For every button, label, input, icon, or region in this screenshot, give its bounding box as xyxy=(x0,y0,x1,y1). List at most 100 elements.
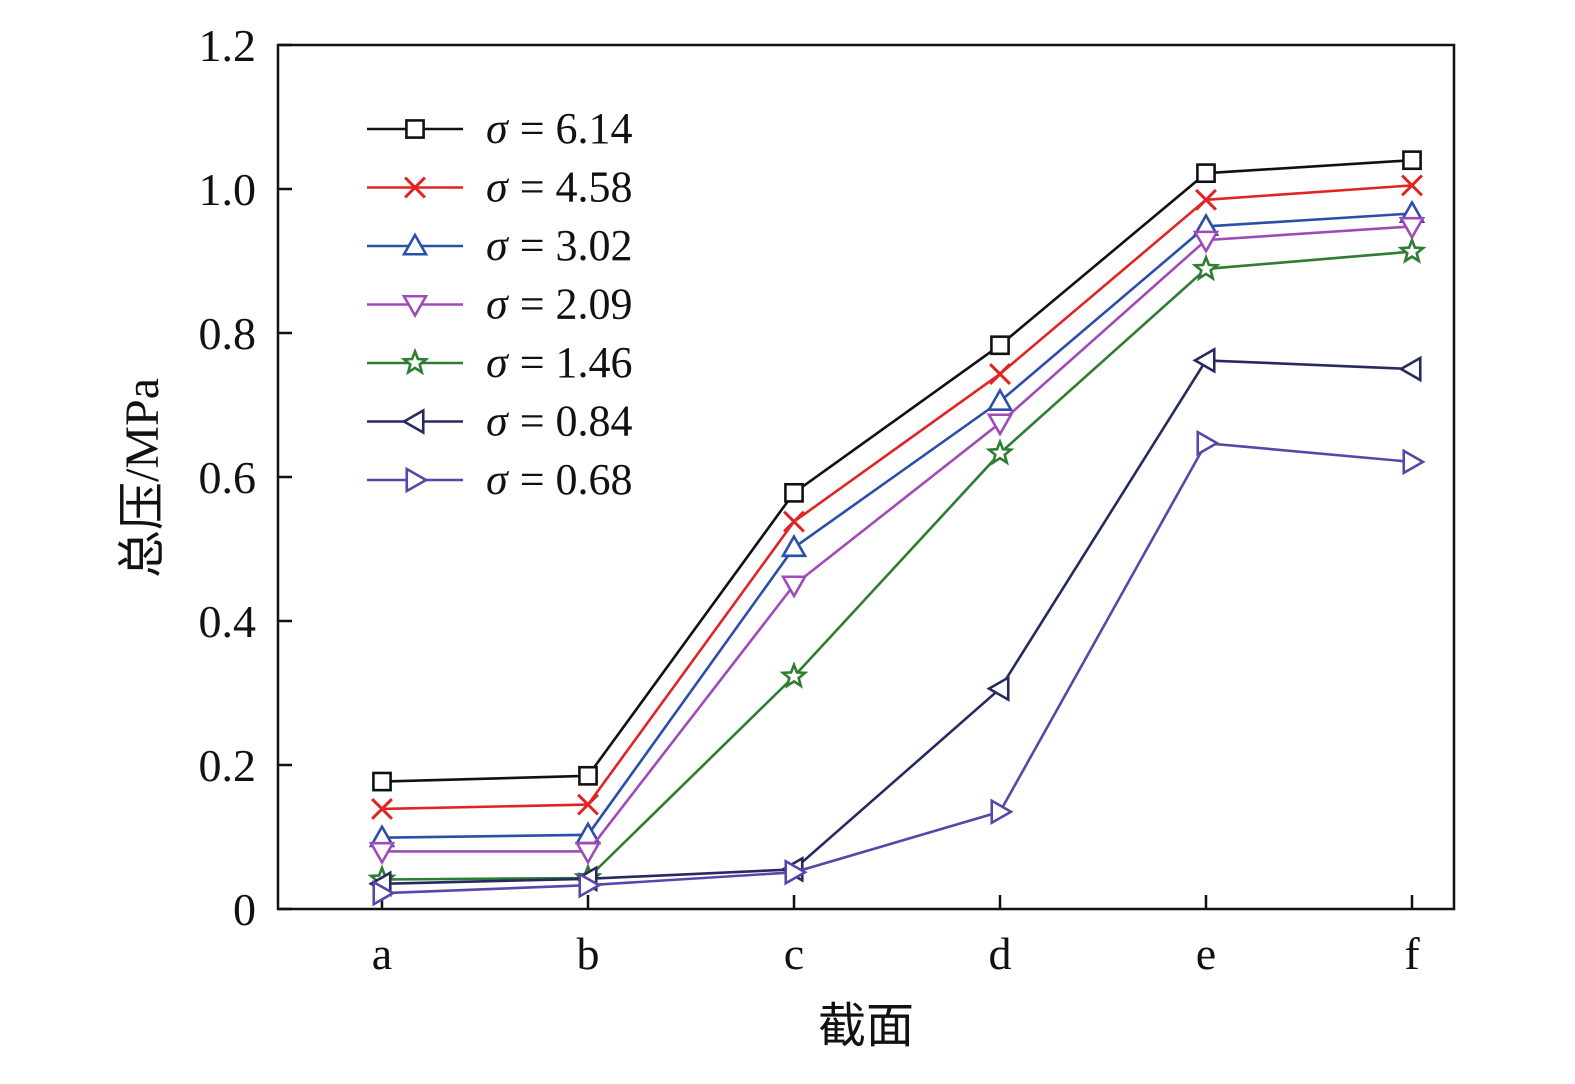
series-line xyxy=(382,225,1413,853)
triangle-down-marker xyxy=(1398,216,1426,241)
x-marker xyxy=(783,510,805,533)
y-tick-label: 0.8 xyxy=(199,308,257,359)
star-marker xyxy=(1191,253,1221,282)
legend-item: σ = 2.09 xyxy=(367,280,633,329)
x-tick-label: f xyxy=(1404,928,1420,979)
legend-value: = 0.68 xyxy=(520,455,633,504)
y-tick-label: 1.2 xyxy=(199,20,257,71)
x-tick-label: c xyxy=(784,928,804,979)
triangle-down-marker xyxy=(1192,230,1220,254)
triangle-up-marker xyxy=(986,387,1014,411)
series-3 xyxy=(368,216,1426,866)
series-line xyxy=(381,184,1413,811)
triangle-right-marker xyxy=(1196,429,1220,457)
legend-value: = 4.58 xyxy=(520,163,633,212)
legend-symbol: σ xyxy=(486,397,510,446)
series-6 xyxy=(372,429,1426,907)
star-marker xyxy=(400,347,430,376)
triangle-down-marker xyxy=(780,575,808,599)
legend-value: = 2.09 xyxy=(520,280,633,329)
legend-label: σ = 0.68 xyxy=(486,455,633,504)
triangle-down-marker xyxy=(574,841,602,866)
legend-symbol: σ xyxy=(486,280,510,329)
y-tick-label: 0.2 xyxy=(199,740,257,791)
legend-symbol: σ xyxy=(486,221,510,270)
x-marker xyxy=(1401,174,1423,197)
triangle-left-marker xyxy=(986,675,1010,702)
legend-symbol: σ xyxy=(486,104,510,153)
x-tick-label: e xyxy=(1196,928,1216,979)
legend-label: σ = 4.58 xyxy=(486,163,633,212)
square-marker xyxy=(990,335,1010,356)
legend-label: σ = 1.46 xyxy=(486,338,633,387)
triangle-down-marker xyxy=(986,413,1014,437)
ticks-layer: 0 0.2 0.4 0.6 0.8 1.0 1.2 a b c d e f xyxy=(199,20,1421,979)
legend-item: σ = 4.58 xyxy=(367,163,633,212)
square-marker xyxy=(1196,163,1216,184)
x-axis-title: 截面 xyxy=(818,1000,914,1053)
x-tick-label: a xyxy=(372,928,392,979)
legend-symbol: σ xyxy=(486,338,510,387)
legend-label: σ = 0.84 xyxy=(486,397,633,446)
legend-value: = 0.84 xyxy=(520,397,633,446)
star-marker xyxy=(779,661,809,689)
square-marker xyxy=(372,771,392,792)
legend-item: σ = 6.14 xyxy=(367,104,633,153)
y-tick-label: 0.4 xyxy=(199,596,257,647)
y-axis-title: 总压/MPa xyxy=(116,378,169,578)
triangle-down-marker xyxy=(401,294,429,319)
series-layer xyxy=(367,150,1427,907)
triangle-left-marker xyxy=(401,408,425,435)
legend-label: σ = 6.14 xyxy=(486,104,633,153)
x-tick-label: b xyxy=(577,928,600,979)
series-1 xyxy=(371,174,1423,820)
triangle-right-marker xyxy=(784,859,808,886)
y-tick-label: 0.6 xyxy=(199,452,257,503)
triangle-right-marker xyxy=(405,466,429,494)
series-0 xyxy=(372,150,1422,792)
legend-value: = 3.02 xyxy=(520,221,633,270)
star-marker xyxy=(985,438,1015,466)
x-marker xyxy=(371,797,393,820)
x-marker xyxy=(577,793,599,816)
x-tick-label: d xyxy=(989,928,1012,979)
legend-label: σ = 2.09 xyxy=(486,280,633,329)
triangle-right-marker xyxy=(1402,448,1426,476)
legend-item: σ = 0.84 xyxy=(367,397,633,446)
series-line xyxy=(381,441,1413,895)
legend-symbol: σ xyxy=(486,163,510,212)
triangle-down-marker xyxy=(368,841,396,866)
legend-value: = 6.14 xyxy=(520,104,633,153)
triangle-up-marker xyxy=(780,533,808,558)
legend-value: = 1.46 xyxy=(520,338,633,387)
legend-label: σ = 3.02 xyxy=(486,221,633,270)
triangle-left-marker xyxy=(1398,355,1422,383)
x-marker xyxy=(989,363,1011,386)
triangle-right-marker xyxy=(578,871,602,899)
triangle-right-marker xyxy=(372,879,396,907)
legend-item: σ = 0.68 xyxy=(367,455,633,504)
y-tick-label: 1.0 xyxy=(199,164,257,215)
legend-item: σ = 3.02 xyxy=(367,221,633,270)
series-5 xyxy=(368,347,1422,898)
square-marker xyxy=(784,482,804,503)
legend-symbol: σ xyxy=(486,455,510,504)
series-line xyxy=(381,158,1413,783)
x-marker xyxy=(1195,188,1217,211)
x-marker xyxy=(404,176,426,199)
legend: σ = 6.14σ = 4.58σ = 3.02σ = 2.09σ = 1.46σ = 0.… xyxy=(367,104,633,504)
square-marker xyxy=(578,765,598,786)
square-marker xyxy=(1402,150,1422,171)
series-line xyxy=(381,212,1413,839)
triangle-right-marker xyxy=(990,798,1014,826)
square-marker xyxy=(405,119,425,139)
legend-item: σ = 1.46 xyxy=(367,338,633,387)
triangle-up-marker xyxy=(401,232,429,256)
series-line xyxy=(381,359,1413,886)
series-line xyxy=(381,250,1413,881)
y-tick-label: 0 xyxy=(233,884,256,935)
star-marker xyxy=(1397,236,1427,264)
triangle-left-marker xyxy=(1192,347,1216,374)
